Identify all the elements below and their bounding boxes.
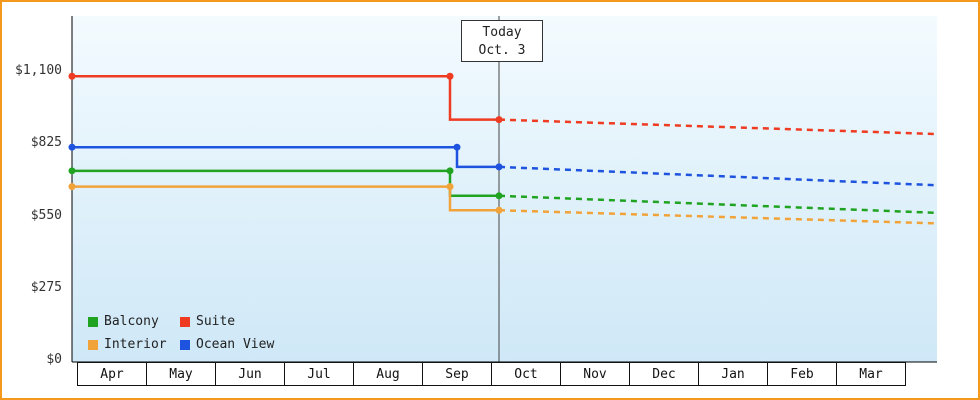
month-cell-may: May: [146, 362, 216, 386]
today-date: Oct. 3: [478, 43, 526, 58]
y-axis-label: $1,100: [15, 63, 62, 78]
month-cell-jan: Jan: [698, 362, 768, 386]
plot-area: [72, 16, 937, 362]
legend-item-balcony: Balcony: [88, 314, 180, 329]
legend-item-interior: Interior: [88, 337, 180, 352]
month-cell-feb: Feb: [767, 362, 837, 386]
y-axis-label: $0: [46, 352, 62, 367]
month-cell-oct: Oct: [491, 362, 561, 386]
legend: Balcony Suite Interior Ocean View: [88, 314, 274, 352]
month-cell-apr: Apr: [77, 362, 147, 386]
month-cell-jun: Jun: [215, 362, 285, 386]
month-axis: Apr May Jun Jul Aug Sep Oct Nov Dec Jan Feb Mar: [77, 362, 906, 386]
y-axis-label: $275: [30, 279, 62, 295]
legend-label: Balcony: [104, 314, 159, 329]
y-axis-labels: $0 $275 $550 $825 $1,100: [2, 2, 64, 398]
today-annotation: Today Oct. 3: [461, 20, 543, 62]
today-label: Today: [482, 25, 522, 40]
month-cell-mar: Mar: [836, 362, 906, 386]
month-cell-aug: Aug: [353, 362, 423, 386]
legend-label: Interior: [104, 337, 167, 352]
month-cell-nov: Nov: [560, 362, 630, 386]
y-axis-label: $825: [30, 135, 62, 151]
legend-label: Suite: [196, 314, 236, 329]
legend-swatch-interior: [88, 339, 98, 350]
legend-item-ocean-view: Ocean View: [180, 337, 274, 352]
legend-swatch-suite: [180, 316, 190, 327]
legend-swatch-ocean-view: [180, 339, 190, 350]
y-axis-label: $550: [30, 207, 62, 223]
legend-swatch-balcony: [88, 316, 98, 327]
legend-item-suite: Suite: [180, 314, 274, 329]
month-cell-sep: Sep: [422, 362, 492, 386]
month-cell-jul: Jul: [284, 362, 354, 386]
month-cell-dec: Dec: [629, 362, 699, 386]
legend-label: Ocean View: [196, 337, 275, 352]
